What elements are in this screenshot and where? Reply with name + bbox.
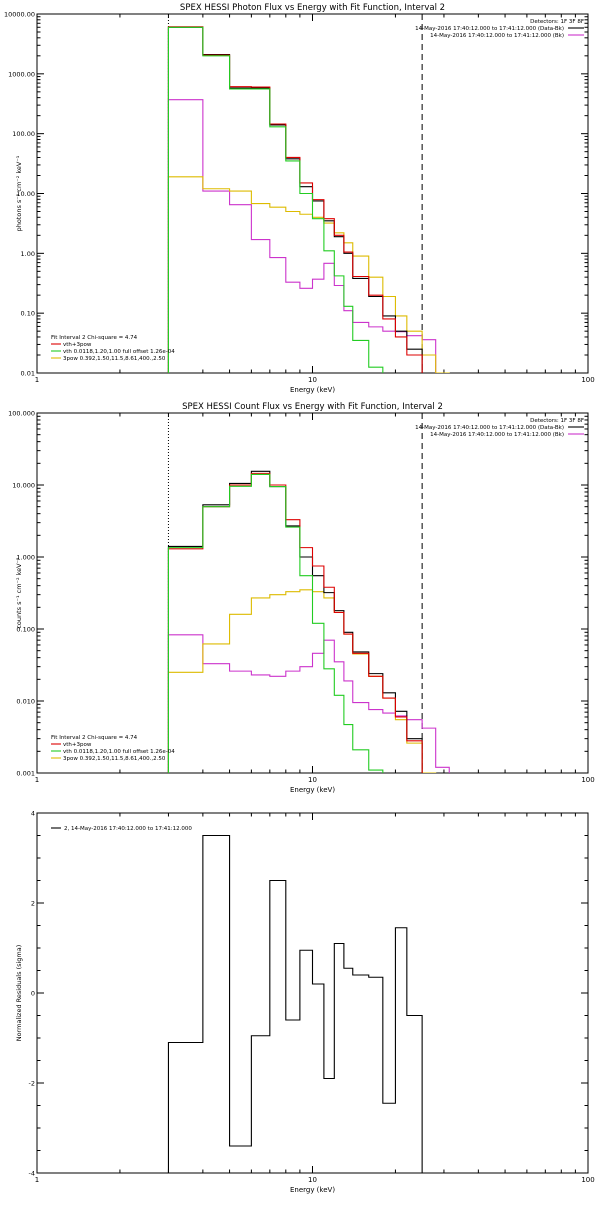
header-line-0: Detectors: 1F 3F 8F [530,19,584,25]
chart-title: SPEX HESSI Count Flux vs Energy with Fit… [182,402,443,412]
y-tick-label: 2 [31,900,35,908]
series-total-line [167,472,423,773]
header-line-1: 14-May-2016 17:40:12.000 to 17:41:12.000… [415,425,564,431]
x-tick-label: 10 [308,776,317,784]
legend-label: 2, 14-May-2016 17:40:12.000 to 17:41:12.… [64,826,192,832]
x-tick-label: 1 [35,776,39,784]
x-axis-label: Energy (keV) [290,786,335,794]
y-tick-label: 0.10 [21,310,35,318]
residuals-panel: 1 10 100 Energy (keV) -4 -2 0 2 4 Normalized Resi… [15,810,595,1195]
legend-title: Fit Interval 2 Chi-square = 4.74 [51,335,138,341]
series-residuals-line [167,834,423,1173]
y-axis-label: photons s⁻¹ cm⁻² keV⁻¹ [15,155,23,231]
x-tick-label: 1 [35,376,39,384]
x-tick-label: 100 [581,776,594,784]
legend-title: Fit Interval 2 Chi-square = 4.74 [51,735,138,741]
series-total-line [167,26,423,373]
header-line-2: 14-May-2016 17:40:12.000 to 17:41:12.000… [430,432,564,438]
y-tick-label: -2 [29,1080,35,1088]
y-axis-label: Normalized Residuals (sigma) [15,945,23,1042]
y-tick-label: -4 [29,1170,35,1178]
series-vth-line [167,26,384,373]
x-axis-label: Energy (keV) [290,386,335,394]
legend-label-1: vth+3pow [63,742,92,748]
y-tick-label: 0.01 [21,370,35,378]
x-tick-label: 100 [581,376,594,384]
legend-label-3: 3pow 0.392,1.50,11.5,8.61,400.,2.50 [63,356,166,362]
y-tick-label: 1000.00 [8,70,35,78]
x-tick-label: 10 [308,1176,317,1184]
series-vth-line [167,473,384,773]
x-tick-label: 100 [581,1176,594,1184]
legend-label-2: vth 0.0118,1.20,1.00 full offset 1.26e-0… [63,749,175,755]
x-tick-label: 10 [308,376,317,384]
y-axis-label: counts s⁻¹ cm⁻² keV⁻¹ [15,557,23,629]
y-tick-label: 100.00 [12,130,35,138]
y-tick-label: 100.000 [8,410,35,418]
y-tick-label: 10000.00 [4,11,35,19]
x-axis-label: Energy (keV) [290,1186,335,1194]
y-tick-label: 10.000 [12,482,35,490]
y-tick-label: 0 [31,990,35,998]
chart-title: SPEX HESSI Photon Flux vs Energy with Fi… [180,3,445,13]
y-tick-label: 1.00 [21,250,35,258]
y-tick-label: 0.001 [16,770,35,778]
y-tick-label: 1.000 [16,554,35,562]
count-flux-panel: SPEX HESSI Count Flux vs Energy with Fit… [8,402,595,794]
y-tick-label: 0.100 [16,626,35,634]
y-tick-label: 0.010 [16,698,35,706]
y-tick-label: 4 [31,810,35,818]
header-line-1: 14-May-2016 17:40:12.000 to 17:41:12.000… [415,26,564,32]
legend-label-1: vth+3pow [63,342,92,348]
header-line-0: Detectors: 1F 3F 8F [530,418,584,424]
photon-flux-panel: SPEX HESSI Photon Flux vs Energy with Fi… [4,3,595,394]
y-tick-label: 10.00 [16,190,35,198]
legend-label-3: 3pow 0.392,1.50,11.5,8.61,400.,2.50 [63,756,166,762]
legend-label-2: vth 0.0118,1.20,1.00 full offset 1.26e-0… [63,349,175,355]
header-line-2: 14-May-2016 17:40:12.000 to 17:41:12.000… [430,33,564,39]
x-tick-label: 1 [35,1176,39,1184]
